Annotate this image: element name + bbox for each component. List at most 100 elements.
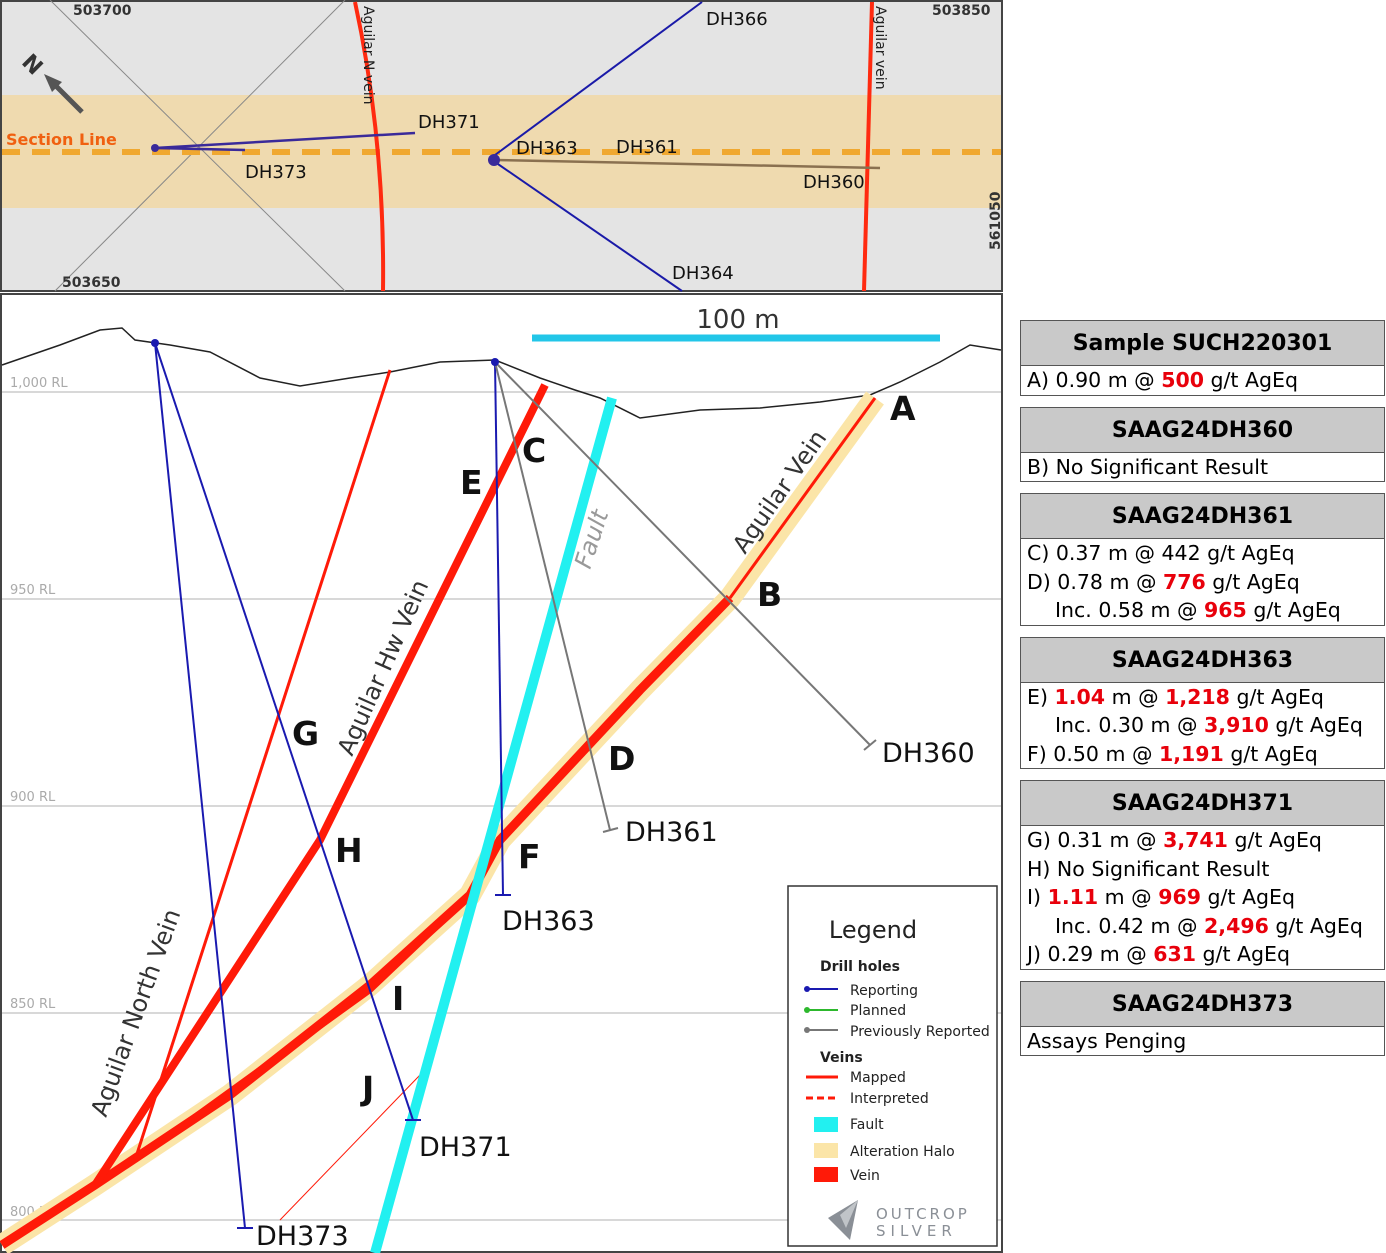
- legend-title: Legend: [829, 916, 917, 944]
- result-text: m @: [1098, 885, 1159, 909]
- vein-label: Aguilar N vein: [360, 6, 376, 105]
- result-text: J) 0.29 m @: [1027, 942, 1154, 966]
- result-text: 500: [1161, 368, 1204, 392]
- result-row: Inc. 0.42 m @ 2,496 g/t AgEq: [1021, 912, 1384, 941]
- result-box: Sample SUCH220301 A) 0.90 m @ 500 g/t AgE…: [1020, 320, 1385, 396]
- result-box: SAAG24DH361 C) 0.37 m @ 442 g/t AgEq D) 0.…: [1020, 493, 1385, 626]
- result-text: Inc. 0.42 m @: [1055, 913, 1205, 938]
- legend-item: Planned: [850, 1003, 906, 1019]
- result-row: E) 1.04 m @ 1,218 g/t AgEq: [1021, 683, 1384, 712]
- legend-item: Reporting: [850, 983, 918, 999]
- coord: 503700: [73, 3, 132, 19]
- hole-label: DH371: [419, 1132, 512, 1163]
- result-text: 1.04: [1054, 684, 1106, 709]
- cross-section: 1,000 RL 950 RL 900 RL 850 RL 800 RL 100…: [0, 293, 1003, 1253]
- coord: 503650: [62, 275, 121, 291]
- result-row: F) 0.50 m @ 1,191 g/t AgEq: [1021, 740, 1384, 769]
- result-row: C) 0.37 m @ 442 g/t AgEq: [1021, 539, 1384, 568]
- rl-label: 950 RL: [10, 583, 56, 598]
- result-text: I): [1027, 885, 1048, 909]
- result-text: g/t AgEq: [1200, 885, 1295, 909]
- legend-item: Alteration Halo: [850, 1144, 955, 1160]
- result-text: g/t AgEq: [1196, 942, 1291, 966]
- result-text: D) 0.78 m @: [1027, 569, 1163, 594]
- coord: 561050: [988, 191, 1003, 250]
- result-text: g/t AgEq: [1205, 569, 1300, 594]
- result-row: D) 0.78 m @ 776 g/t AgEq: [1021, 568, 1384, 597]
- results-panel: Sample SUCH220301 A) 0.90 m @ 500 g/t AgE…: [1020, 320, 1385, 1056]
- result-text: g/t AgEq: [1227, 828, 1322, 852]
- hole-label: DH360: [882, 738, 975, 769]
- point-label: D: [608, 739, 635, 778]
- result-row: H) No Significant Result: [1021, 855, 1384, 884]
- result-title: Sample SUCH220301: [1021, 321, 1384, 366]
- result-row: I) 1.11 m @ 969 g/t AgEq: [1021, 883, 1384, 912]
- result-text: g/t AgEq: [1223, 741, 1318, 766]
- result-text: E): [1027, 684, 1055, 709]
- result-row: Assays Penging: [1021, 1027, 1384, 1056]
- point-label: B: [757, 575, 782, 614]
- legend-item: Previously Reported: [850, 1024, 990, 1040]
- hole-label: DH361: [625, 817, 718, 848]
- point-label: G: [292, 714, 319, 753]
- legend-item: Interpreted: [850, 1091, 929, 1107]
- rl-label: 900 RL: [10, 790, 56, 805]
- point-label: I: [392, 979, 404, 1018]
- result-row: G) 0.31 m @ 3,741 g/t AgEq: [1021, 826, 1384, 855]
- result-title: SAAG24DH373: [1021, 981, 1384, 1027]
- result-row: B) No Significant Result: [1021, 453, 1384, 482]
- result-text: F) 0.50 m @: [1027, 741, 1159, 766]
- result-row: Inc. 0.58 m @ 965 g/t AgEq: [1021, 596, 1384, 625]
- result-text: 3,910: [1204, 713, 1269, 737]
- result-title: SAAG24DH371: [1021, 781, 1384, 826]
- result-text: 776: [1162, 569, 1206, 594]
- result-box: SAAG24DH363 E) 1.04 m @ 1,218 g/t AgEq Inc…: [1020, 636, 1385, 769]
- result-text: g/t AgEq: [1268, 913, 1363, 938]
- point-label: H: [335, 831, 363, 870]
- result-text: C) 0.37 m @ 442 g/t AgEq: [1027, 541, 1295, 565]
- section-line-label: Section Line: [6, 130, 117, 149]
- logo-text: OUTCROP: [876, 1205, 970, 1223]
- legend-item: Fault: [850, 1117, 884, 1133]
- result-text: m @: [1105, 684, 1166, 709]
- result-row: A) 0.90 m @ 500 g/t AgEq: [1021, 366, 1384, 395]
- result-text: 1.11: [1047, 885, 1099, 909]
- result-text: g/t AgEq: [1204, 368, 1298, 392]
- result-text: 3,741: [1163, 828, 1228, 852]
- result-text: Inc. 0.30 m @: [1055, 713, 1205, 737]
- hole-label: DH361: [616, 137, 678, 158]
- result-text: g/t AgEq: [1229, 684, 1324, 709]
- legend-item: Vein: [850, 1168, 880, 1184]
- legend-item: Mapped: [850, 1070, 906, 1086]
- legend-heading: Veins: [820, 1050, 863, 1066]
- hole-label: DH373: [256, 1221, 349, 1252]
- result-text: 2,496: [1204, 913, 1269, 938]
- result-text: g/t AgEq: [1268, 713, 1363, 737]
- hole-label: DH360: [803, 172, 865, 193]
- rl-label: 850 RL: [10, 997, 56, 1012]
- point-label: A: [890, 389, 916, 428]
- plan-map: N 503700 503850 503650 561050 Section Li…: [0, 0, 1003, 292]
- result-text: 969: [1158, 885, 1201, 909]
- coord: 503850: [932, 3, 991, 19]
- result-text: 1,218: [1165, 684, 1230, 709]
- figure: N 503700 503850 503650 561050 Section Li…: [0, 0, 1003, 1253]
- result-text: 965: [1204, 598, 1247, 622]
- result-title: SAAG24DH360: [1021, 407, 1384, 453]
- point-label: C: [522, 431, 546, 470]
- hole-label: DH366: [706, 9, 768, 30]
- result-text: Inc. 0.58 m @: [1055, 598, 1205, 622]
- legend: Legend Drill holes Reporting Planned Pre…: [787, 885, 998, 1247]
- result-box: SAAG24DH360 B) No Significant Result: [1020, 406, 1385, 482]
- result-text: g/t AgEq: [1246, 598, 1341, 622]
- logo-text: SILVER: [876, 1222, 957, 1240]
- hole-label: DH363: [502, 906, 595, 937]
- result-title: SAAG24DH363: [1021, 637, 1384, 683]
- result-text: 1,191: [1158, 741, 1224, 766]
- result-text: B) No Significant Result: [1027, 454, 1269, 479]
- result-title: SAAG24DH361: [1021, 494, 1384, 539]
- hole-label: DH363: [516, 138, 578, 159]
- point-label: E: [460, 463, 483, 502]
- hole-label: DH371: [418, 112, 480, 133]
